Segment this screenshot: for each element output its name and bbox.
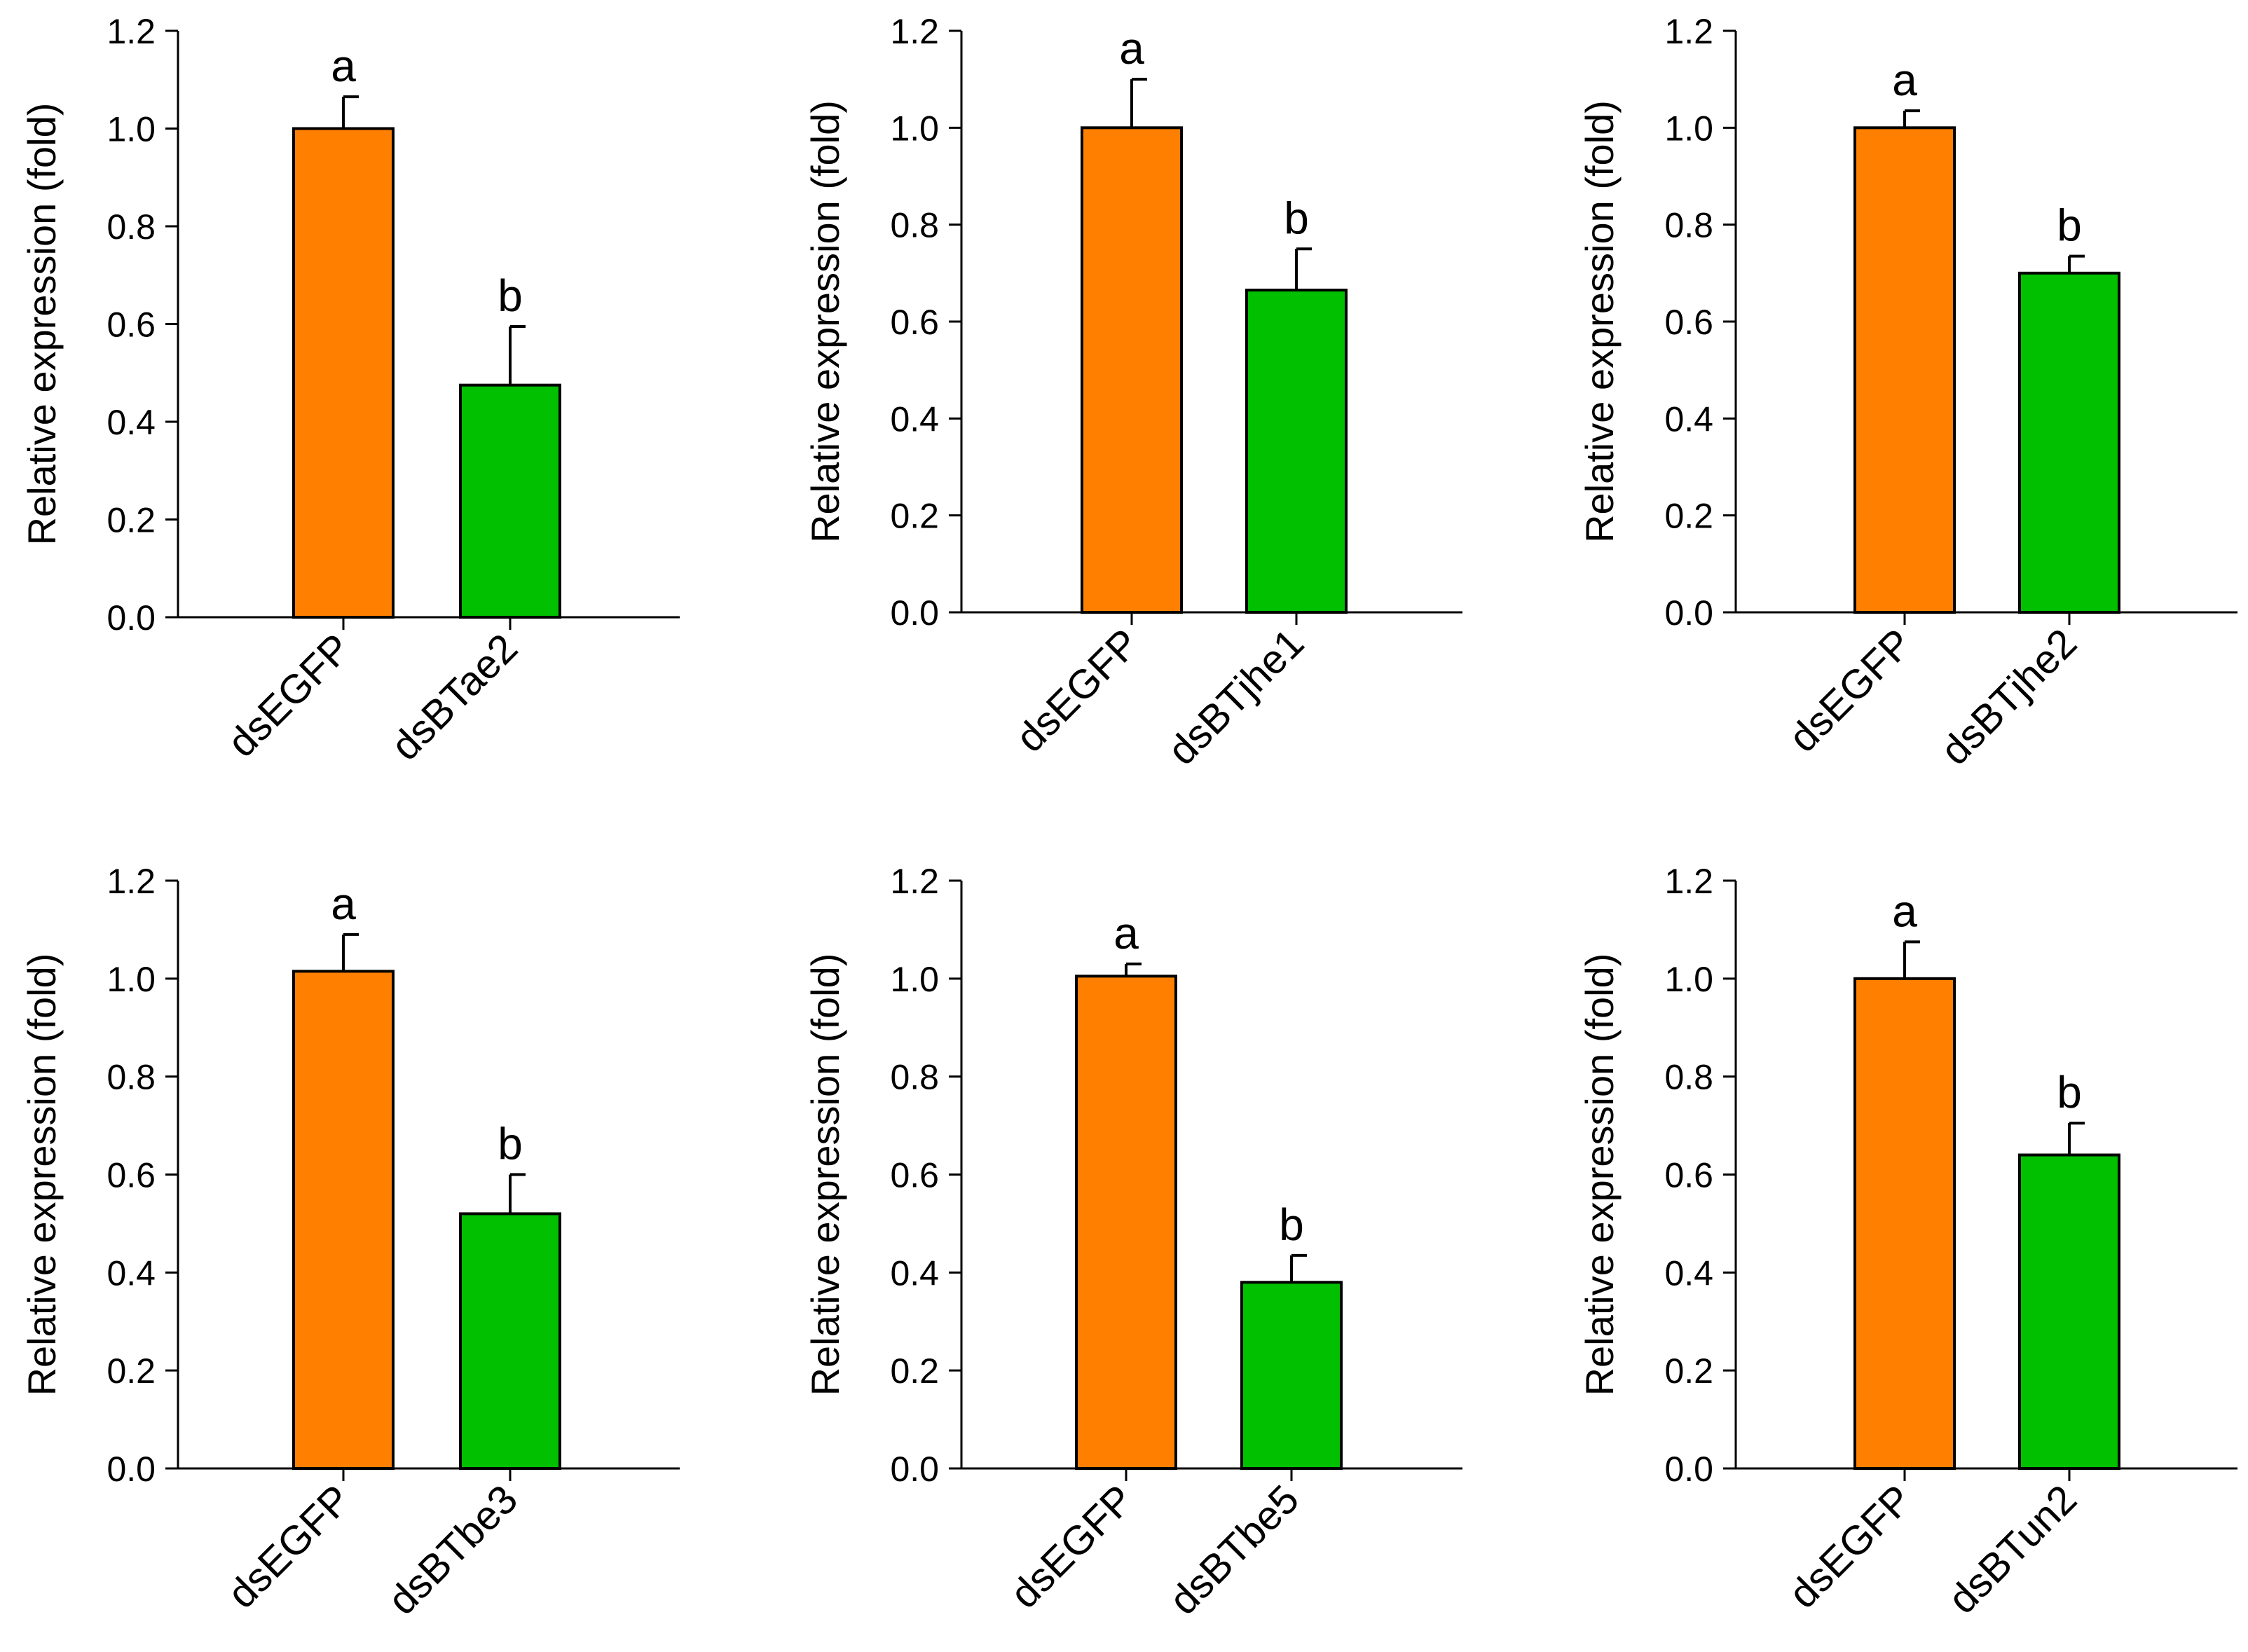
- y-tick-label: 0.2: [1664, 497, 1713, 536]
- significance-label: b: [2057, 1067, 2082, 1117]
- x-tick-label: dsEGFP: [219, 1476, 359, 1617]
- y-tick-label: 0.0: [1664, 593, 1713, 633]
- y-axis-label: Relative expression (fold): [803, 100, 847, 543]
- x-tick-label: dsBTun2: [1940, 1476, 2086, 1623]
- y-tick-label: 1.2: [890, 862, 939, 901]
- bar-dsBTun2: [2018, 1153, 2120, 1470]
- y-tick-label: 0.2: [890, 1351, 939, 1391]
- y-axis-label: Relative expression (fold): [803, 954, 847, 1396]
- x-tick-label: dsBTae2: [383, 625, 527, 769]
- bar-dsEGFP: [292, 970, 395, 1470]
- y-tick-label: 0.8: [107, 1058, 156, 1097]
- y-tick-label: 0.0: [890, 593, 939, 633]
- significance-label: a: [1113, 908, 1139, 958]
- chart-panel-1: 0.0 0.2 0.4 0.6 0.8 1.0 1.2 Relative expression…: [20, 12, 680, 769]
- chart-panel-2: 0.0 0.2 0.4 0.6 0.8 1.0 1.2 Relative expression…: [803, 12, 1462, 773]
- y-tick-label: 1.2: [107, 862, 156, 901]
- y-tick-label: 0.0: [107, 598, 156, 638]
- y-tick-label: 0.4: [1664, 1253, 1713, 1293]
- significance-label: b: [2057, 200, 2082, 251]
- y-tick-label: 0.8: [107, 207, 156, 247]
- y-axis-label: Relative expression (fold): [20, 954, 64, 1396]
- x-tick-label: dsEGFP: [1007, 620, 1148, 761]
- y-tick-label: 0.4: [1664, 399, 1713, 439]
- x-tick-label: dsBTjhe1: [1159, 620, 1313, 773]
- significance-label: b: [1284, 193, 1309, 243]
- y-axis-label: Relative expression (fold): [20, 103, 64, 546]
- y-tick-label: 1.2: [1664, 12, 1713, 51]
- y-tick-label: 0.4: [107, 403, 156, 442]
- y-tick-label: 0.4: [890, 399, 939, 439]
- y-tick-label: 1.0: [1664, 960, 1713, 999]
- significance-label: a: [331, 879, 356, 929]
- chart-panel-3: 0.0 0.2 0.4 0.6 0.8 1.0 1.2 Relative expression…: [1577, 12, 2237, 773]
- bar-dsEGFP: [1853, 126, 1956, 614]
- y-tick-label: 1.2: [890, 12, 939, 51]
- y-tick-label: 1.2: [1664, 862, 1713, 901]
- bar-dsEGFP: [292, 127, 395, 619]
- y-tick-label: 0.6: [1664, 1156, 1713, 1195]
- x-tick-label: dsEGFP: [1001, 1476, 1142, 1617]
- y-tick-label: 0.8: [890, 1058, 939, 1097]
- significance-label: a: [1892, 55, 1917, 105]
- y-tick-label: 0.6: [890, 1156, 939, 1195]
- y-tick-label: 0.8: [1664, 1058, 1713, 1097]
- bar-dsBTjhe2: [2018, 271, 2120, 614]
- chart-panel-6: 0.0 0.2 0.4 0.6 0.8 1.0 1.2 Relative expression…: [1577, 862, 2237, 1623]
- y-tick-label: 0.8: [1664, 206, 1713, 245]
- significance-label: b: [498, 270, 523, 321]
- y-tick-label: 0.6: [1664, 303, 1713, 342]
- y-tick-label: 0.6: [890, 303, 939, 342]
- y-tick-label: 0.8: [890, 206, 939, 245]
- y-tick-label: 0.6: [107, 305, 156, 345]
- y-tick-label: 1.0: [107, 960, 156, 999]
- y-tick-label: 1.0: [890, 109, 939, 148]
- chart-panel-5: 0.0 0.2 0.4 0.6 0.8 1.0 1.2 Relative expression…: [803, 862, 1462, 1623]
- chart-panel-4: 0.0 0.2 0.4 0.6 0.8 1.0 1.2 Relative expression…: [20, 862, 680, 1623]
- y-tick-label: 0.6: [107, 1156, 156, 1195]
- significance-label: a: [1892, 886, 1917, 936]
- y-tick-label: 1.0: [890, 960, 939, 999]
- x-tick-label: dsBTbe3: [379, 1476, 526, 1623]
- y-tick-label: 0.2: [890, 497, 939, 536]
- significance-label: b: [498, 1119, 523, 1169]
- x-tick-label: dsBTbe5: [1160, 1476, 1308, 1623]
- y-tick-label: 1.0: [1664, 109, 1713, 148]
- y-tick-label: 0.2: [107, 1351, 156, 1391]
- bar-dsEGFP: [1853, 977, 1956, 1471]
- x-tick-label: dsEGFP: [1780, 620, 1921, 761]
- y-axis-label: Relative expression (fold): [1577, 954, 1622, 1396]
- y-tick-label: 0.0: [1664, 1450, 1713, 1489]
- y-tick-label: 0.2: [1664, 1351, 1713, 1391]
- y-tick-label: 0.0: [890, 1450, 939, 1489]
- bar-dsEGFP: [1075, 975, 1177, 1470]
- y-tick-label: 0.0: [107, 1450, 156, 1489]
- y-tick-label: 0.4: [107, 1253, 156, 1293]
- y-tick-label: 0.2: [107, 501, 156, 540]
- x-tick-label: dsEGFP: [1780, 1476, 1921, 1617]
- bar-dsBTbe5: [1240, 1281, 1343, 1470]
- significance-label: a: [1119, 23, 1144, 74]
- bar-dsEGFP: [1081, 126, 1183, 614]
- y-tick-label: 1.2: [107, 12, 156, 51]
- y-tick-label: 1.0: [107, 110, 156, 149]
- bar-dsBTjhe1: [1245, 289, 1348, 614]
- y-axis-label: Relative expression (fold): [1577, 100, 1622, 543]
- significance-label: a: [331, 41, 356, 91]
- x-tick-label: dsEGFP: [219, 625, 359, 766]
- bar-dsBTbe3: [459, 1212, 561, 1471]
- bar-dsBTae2: [459, 383, 561, 619]
- significance-label: b: [1279, 1199, 1304, 1250]
- y-tick-label: 0.4: [890, 1253, 939, 1293]
- x-tick-label: dsBTjhe2: [1932, 620, 2085, 773]
